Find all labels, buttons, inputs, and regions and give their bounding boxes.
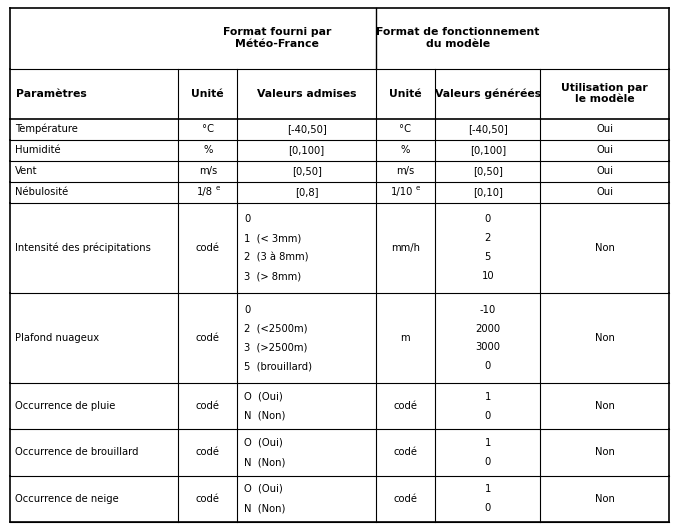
Text: Unité: Unité — [191, 89, 224, 99]
Text: Intensité des précipitations: Intensité des précipitations — [15, 242, 151, 253]
Text: 0: 0 — [485, 411, 491, 421]
Text: °C: °C — [399, 124, 411, 134]
Text: N  (Non): N (Non) — [244, 503, 286, 513]
Text: N  (Non): N (Non) — [244, 411, 286, 421]
Text: 1: 1 — [485, 392, 491, 402]
Text: Vent: Vent — [15, 166, 37, 176]
Text: Nébulosité: Nébulosité — [15, 187, 68, 197]
Text: O  (Oui): O (Oui) — [244, 438, 283, 448]
Text: 3  (>2500m): 3 (>2500m) — [244, 343, 308, 353]
Text: Format fourni par
Météo-France: Format fourni par Météo-France — [223, 27, 331, 50]
Text: Humidité: Humidité — [15, 145, 60, 155]
Text: codé: codé — [196, 243, 220, 253]
Text: Valeurs générées: Valeurs générées — [435, 89, 540, 99]
Text: [0,100]: [0,100] — [289, 145, 325, 155]
Text: 1/8: 1/8 — [196, 187, 213, 197]
Text: m/s: m/s — [397, 166, 414, 176]
Text: codé: codé — [196, 494, 220, 504]
Text: Occurrence de brouillard: Occurrence de brouillard — [15, 447, 139, 457]
Text: Non: Non — [595, 333, 614, 343]
Text: 2: 2 — [485, 233, 491, 243]
Text: [0,50]: [0,50] — [292, 166, 321, 176]
Text: Valeurs admises: Valeurs admises — [257, 89, 356, 99]
Text: Utilisation par
le modèle: Utilisation par le modèle — [562, 83, 648, 104]
Text: 1  (< 3mm): 1 (< 3mm) — [244, 233, 301, 243]
Text: Paramètres: Paramètres — [16, 89, 86, 99]
Text: O  (Oui): O (Oui) — [244, 484, 283, 494]
Text: Non: Non — [595, 401, 614, 411]
Text: Température: Température — [15, 124, 78, 134]
Text: e: e — [216, 186, 220, 191]
Text: mm/h: mm/h — [391, 243, 420, 253]
Text: 0: 0 — [485, 362, 491, 372]
Text: Non: Non — [595, 447, 614, 457]
Text: O  (Oui): O (Oui) — [244, 392, 283, 402]
Text: codé: codé — [393, 401, 418, 411]
Text: [-40,50]: [-40,50] — [468, 124, 508, 134]
Text: °C: °C — [202, 124, 214, 134]
Text: Unité: Unité — [389, 89, 422, 99]
Text: [0,10]: [0,10] — [473, 187, 502, 197]
Text: [0,100]: [0,100] — [470, 145, 506, 155]
Text: Occurrence de neige: Occurrence de neige — [15, 494, 119, 504]
Text: Oui: Oui — [596, 166, 613, 176]
Text: Format de fonctionnement
du modèle: Format de fonctionnement du modèle — [376, 27, 540, 50]
Text: 1/10: 1/10 — [391, 187, 413, 197]
Text: Plafond nuageux: Plafond nuageux — [15, 333, 99, 343]
Text: 1: 1 — [485, 484, 491, 494]
Text: 0: 0 — [485, 503, 491, 513]
Text: 5: 5 — [485, 252, 491, 262]
Text: e: e — [416, 186, 420, 191]
Text: N  (Non): N (Non) — [244, 457, 286, 467]
Text: 0: 0 — [244, 305, 251, 315]
Text: %: % — [203, 145, 213, 155]
Text: Occurrence de pluie: Occurrence de pluie — [15, 401, 115, 411]
Text: 2  (<2500m): 2 (<2500m) — [244, 324, 308, 334]
Text: codé: codé — [196, 401, 220, 411]
Text: 3  (> 8mm): 3 (> 8mm) — [244, 271, 301, 281]
Text: Non: Non — [595, 494, 614, 504]
Text: 0: 0 — [485, 457, 491, 467]
Text: [-40,50]: [-40,50] — [287, 124, 327, 134]
Text: 2000: 2000 — [475, 324, 500, 334]
Text: 3000: 3000 — [475, 343, 500, 353]
Text: Oui: Oui — [596, 124, 613, 134]
Text: [0,50]: [0,50] — [473, 166, 502, 176]
Text: m: m — [401, 333, 410, 343]
Text: 1: 1 — [485, 438, 491, 448]
Text: m/s: m/s — [199, 166, 217, 176]
Text: [0,8]: [0,8] — [295, 187, 318, 197]
Text: codé: codé — [393, 494, 418, 504]
Text: codé: codé — [393, 447, 418, 457]
Text: 10: 10 — [481, 271, 494, 281]
Text: %: % — [401, 145, 410, 155]
Text: 2  (3 à 8mm): 2 (3 à 8mm) — [244, 252, 309, 262]
Text: Non: Non — [595, 243, 614, 253]
Text: codé: codé — [196, 333, 220, 343]
Text: 0: 0 — [485, 214, 491, 225]
Text: Oui: Oui — [596, 187, 613, 197]
Text: Oui: Oui — [596, 145, 613, 155]
Text: 5  (brouillard): 5 (brouillard) — [244, 362, 312, 372]
Text: 0: 0 — [244, 214, 251, 225]
Text: codé: codé — [196, 447, 220, 457]
Text: -10: -10 — [479, 305, 496, 315]
